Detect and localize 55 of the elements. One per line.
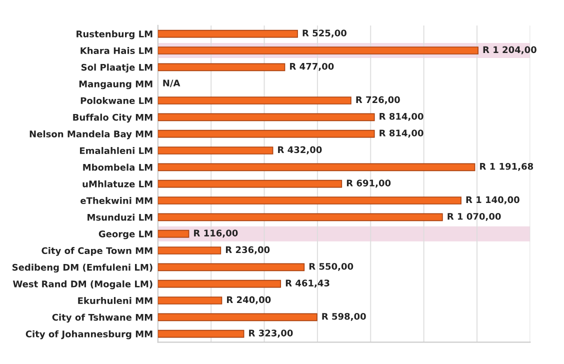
y-tick-label: Rustenburg LM: [76, 30, 152, 40]
data-label: R 550,00: [309, 262, 354, 271]
data-label: R 1 140,00: [466, 196, 520, 204]
y-tick-label: City of Cape Town MM: [42, 247, 152, 256]
data-label: R 598,00: [322, 312, 366, 321]
data-label: R 814,00: [380, 112, 424, 121]
y-tick-label: West Rand DM (Mogale LM): [12, 280, 152, 290]
data-label: R 236,00: [226, 246, 270, 254]
y-tick-label: Polokwane LM: [80, 97, 152, 104]
data-label: R 116,00: [194, 230, 238, 238]
bar: [158, 146, 274, 154]
bar: [158, 30, 298, 38]
y-tick-label: Emalahleni LM: [80, 147, 152, 154]
bar: [158, 313, 318, 322]
bar: [158, 263, 305, 272]
bar: [158, 296, 222, 304]
data-label: R 1 191,68: [480, 162, 534, 171]
data-label: R 323,00: [249, 330, 293, 338]
y-tick-label: Buffalo City MM: [73, 114, 152, 123]
data-label: R 240,00: [227, 296, 271, 304]
y-tick-label: Sol Plaatje LM: [81, 64, 152, 73]
text: N/A: [163, 80, 180, 88]
bar: [158, 213, 443, 222]
bar: [158, 163, 476, 172]
y-tick-label: Mangaung MM: [79, 80, 152, 90]
y-tick-label: Sedibeng DM (Emfuleni LM): [12, 264, 152, 273]
data-label: R 726,00: [356, 96, 400, 104]
data-label: R 814,00: [380, 130, 424, 138]
y-tick-label: Mbombela LM: [83, 164, 152, 171]
bar: [158, 130, 375, 138]
bar: [158, 113, 375, 122]
data-label: R 525,00: [302, 30, 346, 38]
y-tick-label: uMhlatuze LM: [82, 180, 152, 188]
data-label: R 461,43: [286, 280, 330, 288]
bar: [158, 196, 462, 204]
bar: [158, 63, 286, 72]
bar: [158, 180, 342, 188]
data-label: R 432,00: [278, 146, 322, 154]
bar: [158, 96, 352, 104]
data-label: R 477,00: [290, 62, 334, 71]
data-label: R 1 070,00: [448, 212, 501, 221]
y-tick-label: City of Tshwane MM: [52, 314, 152, 323]
bar: [158, 246, 222, 254]
y-tick-label: Nelson Mandela Bay MM: [30, 130, 152, 140]
y-tick-label: eThekwini MM: [80, 197, 152, 204]
y-tick-label: George LM: [98, 230, 152, 240]
bar: [158, 280, 282, 288]
bar: [158, 330, 244, 338]
data-label: R 691,00: [346, 180, 391, 188]
y-tick-label: Ekurhuleni MM: [78, 297, 152, 304]
bar: [158, 230, 190, 238]
y-tick-label: Msunduzi LM: [88, 214, 152, 221]
y-tick-label: Khara Hais LM: [80, 47, 152, 54]
data-label: R 1 204,00: [483, 46, 536, 54]
y-tick-label: City of Johannesburg MM: [26, 330, 152, 340]
